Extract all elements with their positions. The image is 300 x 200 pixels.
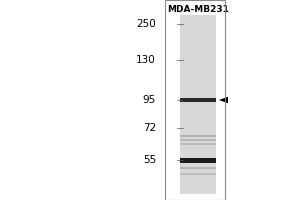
FancyBboxPatch shape: [180, 98, 216, 102]
FancyBboxPatch shape: [180, 8, 216, 194]
FancyBboxPatch shape: [180, 139, 216, 141]
Polygon shape: [219, 97, 228, 103]
FancyBboxPatch shape: [180, 167, 216, 169]
FancyBboxPatch shape: [180, 135, 216, 137]
Text: 72: 72: [143, 123, 156, 133]
Text: MDA-MB231: MDA-MB231: [167, 4, 229, 14]
FancyBboxPatch shape: [180, 173, 216, 175]
FancyBboxPatch shape: [180, 143, 216, 145]
Text: 250: 250: [136, 19, 156, 29]
Text: 55: 55: [143, 155, 156, 165]
FancyBboxPatch shape: [180, 158, 216, 163]
Text: 130: 130: [136, 55, 156, 65]
Text: 95: 95: [143, 95, 156, 105]
